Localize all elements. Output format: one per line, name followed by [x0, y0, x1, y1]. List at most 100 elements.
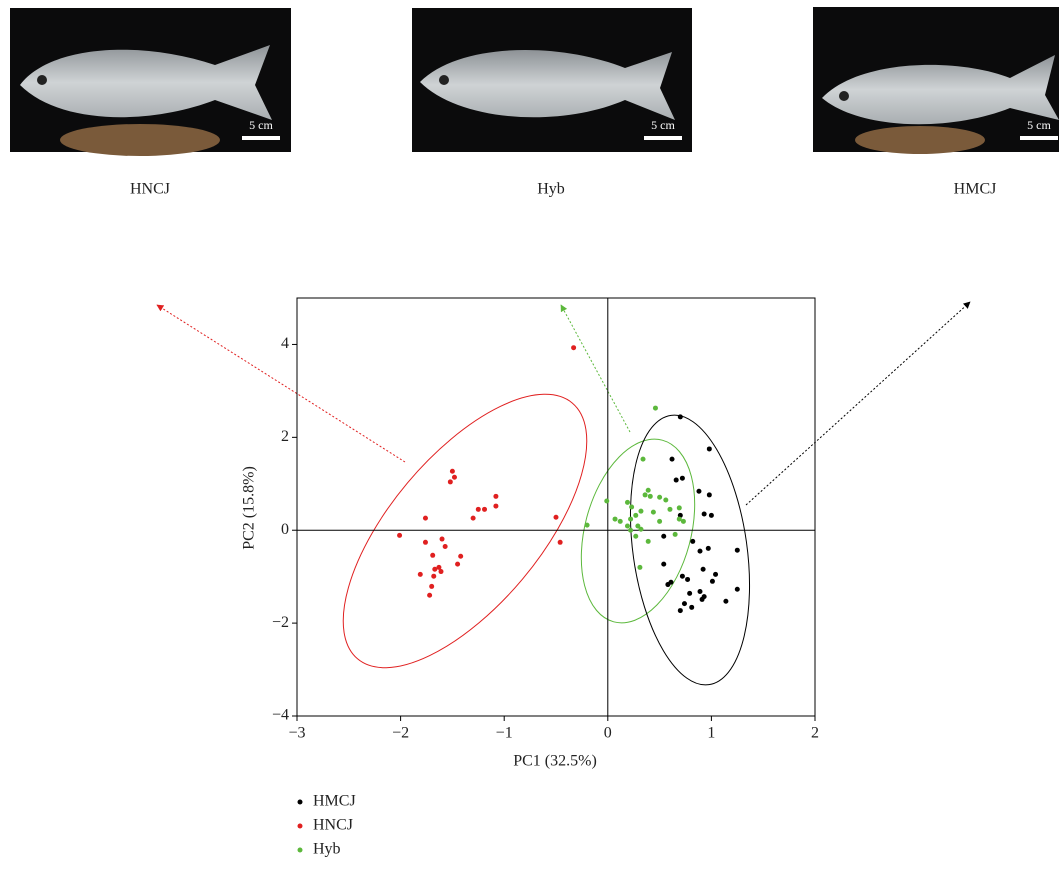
photo-caption: HNCJ	[130, 181, 170, 198]
point	[690, 539, 695, 544]
scale-label: 5 cm	[651, 118, 675, 132]
point	[482, 507, 487, 512]
point	[670, 457, 675, 462]
chart: 5 cm 5 cm 5 cm HNCJ Hyb HMCJ PC1 (32.5%)…	[0, 0, 1059, 869]
scale-label: 5 cm	[249, 118, 273, 132]
point	[571, 345, 576, 350]
point	[452, 475, 457, 480]
point	[661, 562, 666, 567]
point	[663, 498, 668, 503]
point	[696, 489, 701, 494]
photo-caption: HMCJ	[954, 181, 997, 198]
x-tick-label: 2	[811, 725, 819, 742]
scale-label: 5 cm	[1027, 118, 1051, 132]
scale-bar	[242, 136, 280, 140]
point	[558, 540, 563, 545]
point	[633, 513, 638, 518]
photo-caption: Hyb	[537, 181, 565, 198]
point	[698, 589, 703, 594]
point	[643, 492, 648, 497]
point	[629, 505, 634, 510]
point	[493, 504, 498, 509]
point	[554, 515, 559, 520]
point	[723, 599, 728, 604]
point	[633, 534, 638, 539]
point	[713, 572, 718, 577]
page: {"photos": [{"caption": "HNCJ", "scale":…	[0, 0, 1059, 869]
fish-eye	[37, 75, 47, 85]
point	[646, 539, 651, 544]
point	[707, 446, 712, 451]
plot-frame	[297, 298, 815, 716]
point	[735, 548, 740, 553]
point	[641, 457, 646, 462]
point	[418, 572, 423, 577]
y-tick-label: 4	[281, 335, 289, 352]
point	[735, 587, 740, 592]
point	[674, 478, 679, 483]
point	[458, 554, 463, 559]
legend-marker	[298, 800, 303, 805]
point	[689, 605, 694, 610]
point	[653, 406, 658, 411]
point	[604, 498, 609, 503]
point	[677, 505, 682, 510]
point	[685, 577, 690, 582]
y-tick-label: −2	[272, 614, 289, 631]
point	[625, 500, 630, 505]
point	[706, 546, 711, 551]
point	[493, 494, 498, 499]
y-axis-label: PC2 (15.8%)	[241, 466, 258, 550]
point	[657, 519, 662, 524]
point	[701, 567, 706, 572]
photo: 5 cm	[412, 8, 692, 152]
point	[673, 532, 678, 537]
legend-label: HMCJ	[313, 793, 356, 810]
point	[646, 488, 651, 493]
point	[613, 517, 618, 522]
point	[700, 597, 705, 602]
point	[628, 517, 633, 522]
point	[657, 495, 662, 500]
x-tick-label: −2	[392, 725, 409, 742]
point	[707, 492, 712, 497]
point	[432, 567, 437, 572]
rock	[60, 124, 220, 156]
scale-bar	[1020, 136, 1058, 140]
point	[430, 553, 435, 558]
arrow	[746, 302, 970, 505]
point	[423, 540, 428, 545]
legend-label: HNCJ	[313, 817, 353, 834]
photo: 5 cm	[10, 8, 291, 156]
point	[471, 516, 476, 521]
legend-marker	[298, 824, 303, 829]
point	[680, 574, 685, 579]
x-tick-label: −3	[288, 725, 305, 742]
point	[710, 579, 715, 584]
point	[455, 562, 460, 567]
point	[698, 549, 703, 554]
point	[682, 601, 687, 606]
legend-marker	[298, 848, 303, 853]
point	[423, 516, 428, 521]
point	[651, 510, 656, 515]
point	[443, 544, 448, 549]
point	[476, 507, 481, 512]
x-tick-label: −1	[496, 725, 513, 742]
point	[687, 591, 692, 596]
point	[448, 479, 453, 484]
photo: 5 cm	[813, 7, 1059, 154]
x-tick-label: 1	[707, 725, 715, 742]
point	[667, 507, 672, 512]
point	[628, 528, 633, 533]
point	[665, 582, 670, 587]
x-axis-label: PC1 (32.5%)	[513, 753, 597, 770]
confidence-ellipse	[615, 407, 766, 692]
point	[431, 574, 436, 579]
scale-bar	[644, 136, 682, 140]
point	[661, 534, 666, 539]
y-tick-label: 0	[281, 521, 289, 538]
point	[450, 469, 455, 474]
point	[439, 569, 444, 574]
point	[648, 494, 653, 499]
